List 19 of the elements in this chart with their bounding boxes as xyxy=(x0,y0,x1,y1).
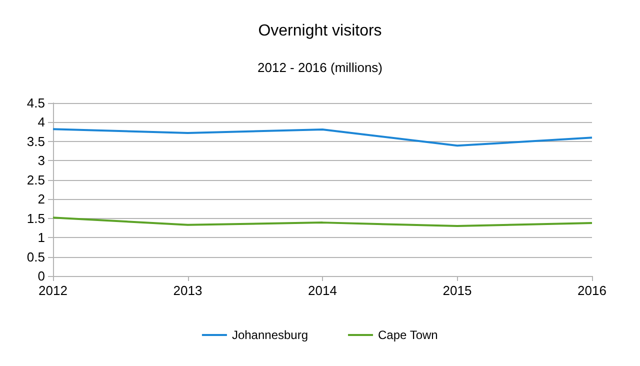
x-tick-label: 2012 xyxy=(38,283,68,298)
y-tick-label: 2 xyxy=(38,192,45,207)
legend-label: Johannesburg xyxy=(232,328,308,342)
x-tick-label: 2014 xyxy=(308,283,337,298)
chart-title: Overnight visitors xyxy=(258,22,382,40)
y-tick-label: 0 xyxy=(38,268,45,284)
chart-subtitle: 2012 - 2016 (millions) xyxy=(257,60,383,75)
y-tick-label: 3.5 xyxy=(26,134,45,149)
x-tick-label: 2015 xyxy=(442,283,472,298)
x-tick-label: 2013 xyxy=(173,283,202,298)
y-tick-label: 2.5 xyxy=(26,172,45,188)
legend-label: Cape Town xyxy=(378,328,438,342)
y-tick-label: 0.5 xyxy=(26,249,45,264)
y-tick-label: 3 xyxy=(38,153,45,168)
y-tick-label: 4.5 xyxy=(26,96,45,110)
y-tick-label: 4 xyxy=(38,114,45,130)
x-tick-label: 2016 xyxy=(578,283,606,298)
y-tick-label: 1.5 xyxy=(26,210,45,226)
y-tick-label: 1 xyxy=(38,230,45,246)
